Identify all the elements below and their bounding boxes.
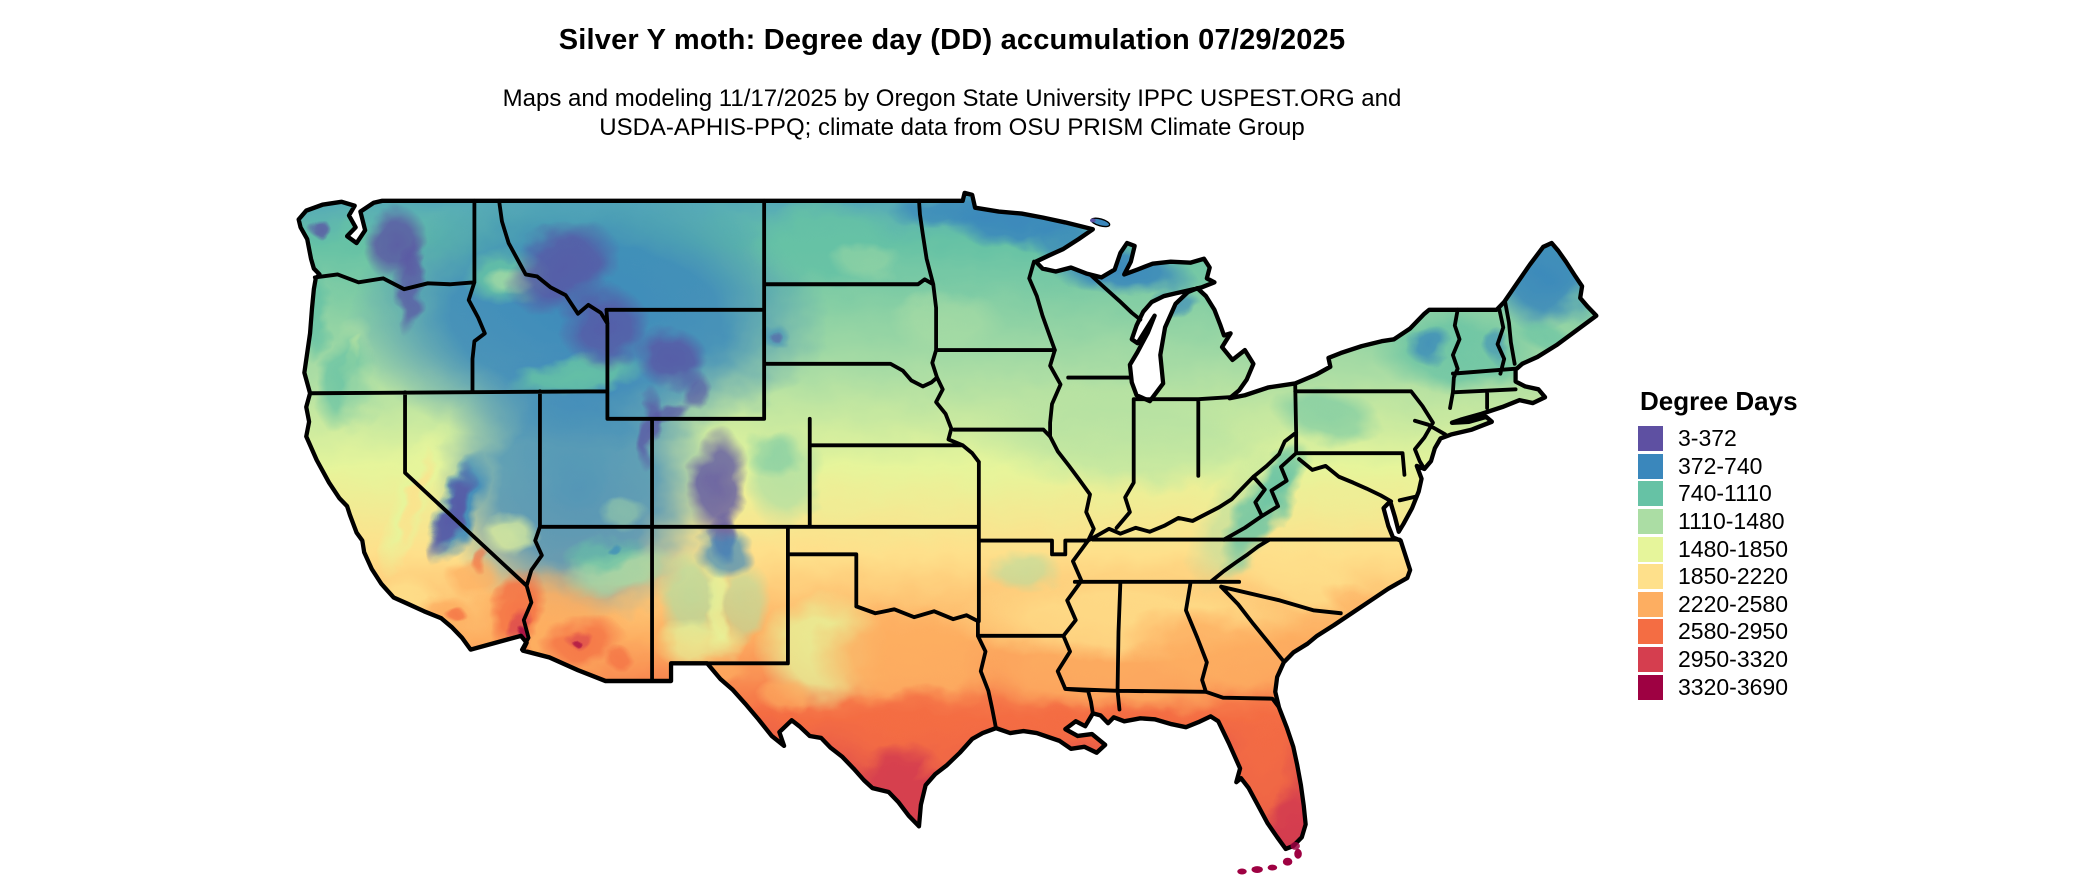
legend-label: 2580-2950: [1678, 618, 1788, 645]
legend-entry: 1850-2220: [1638, 563, 1798, 591]
legend-label: 1850-2220: [1678, 563, 1788, 590]
legend-swatch: [1638, 453, 1663, 479]
map-subtitle: Maps and modeling 11/17/2025 by Oregon S…: [0, 84, 1904, 142]
legend-entry: 1480-1850: [1638, 535, 1798, 563]
legend-entry: 372-740: [1638, 453, 1798, 481]
legend-entry: 2580-2950: [1638, 618, 1798, 646]
region-shade: [300, 192, 1597, 849]
us-outline-path: [296, 190, 1599, 852]
legend-swatch: [1638, 674, 1663, 700]
legend-entry: 3320-3690: [1638, 673, 1798, 701]
legend-swatch: [1638, 619, 1663, 645]
legend-label: 3-372: [1678, 425, 1737, 452]
legend-entry: 740-1110: [1638, 480, 1798, 508]
legend-title: Degree Days: [1640, 386, 1798, 416]
legend-swatch: [1638, 647, 1663, 673]
map-subtitle-line1: Maps and modeling 11/17/2025 by Oregon S…: [502, 85, 1402, 112]
legend-swatch: [1638, 426, 1663, 452]
legend-swatch: [1638, 536, 1663, 562]
us-map-svg: [296, 190, 1599, 875]
legend-label: 2220-2580: [1678, 590, 1788, 617]
florida-keys-dots: [1237, 842, 1302, 875]
isle-royale-island: [1090, 217, 1111, 228]
legend-swatch: [1638, 481, 1663, 507]
legend-label: 1480-1850: [1678, 535, 1788, 562]
map-title: Silver Y moth: Degree day (DD) accumulat…: [558, 24, 1346, 56]
legend-swatch: [1638, 509, 1663, 535]
legend-entry: 1110-1480: [1638, 508, 1798, 536]
legend: Degree Days 3-372 372-740 740-1110 1110-148…: [1638, 386, 1798, 701]
map-subtitle-line2: USDA-APHIS-PPQ; climate data from OSU PR…: [599, 114, 1305, 141]
legend-entry: 2950-3320: [1638, 646, 1798, 674]
legend-label: 1110-1480: [1678, 508, 1785, 535]
legend-label: 3320-3690: [1678, 673, 1788, 700]
legend-entries: 3-372 372-740 740-1110 1110-1480 1480-1850 18…: [1638, 425, 1798, 701]
us-map-fill: [298, 192, 1597, 849]
legend-label: 2950-3320: [1678, 646, 1788, 673]
legend-entry: 2220-2580: [1638, 591, 1798, 619]
legend-label: 372-740: [1678, 452, 1763, 479]
legend-label: 740-1110: [1678, 480, 1772, 507]
legend-swatch: [1638, 591, 1663, 617]
legend-entry: 3-372: [1638, 425, 1798, 453]
state-borders-east: [976, 259, 1518, 731]
region-shade-layer: [298, 192, 1597, 849]
us-degree-day-map: [290, 186, 1610, 886]
legend-swatch: [1638, 564, 1663, 590]
